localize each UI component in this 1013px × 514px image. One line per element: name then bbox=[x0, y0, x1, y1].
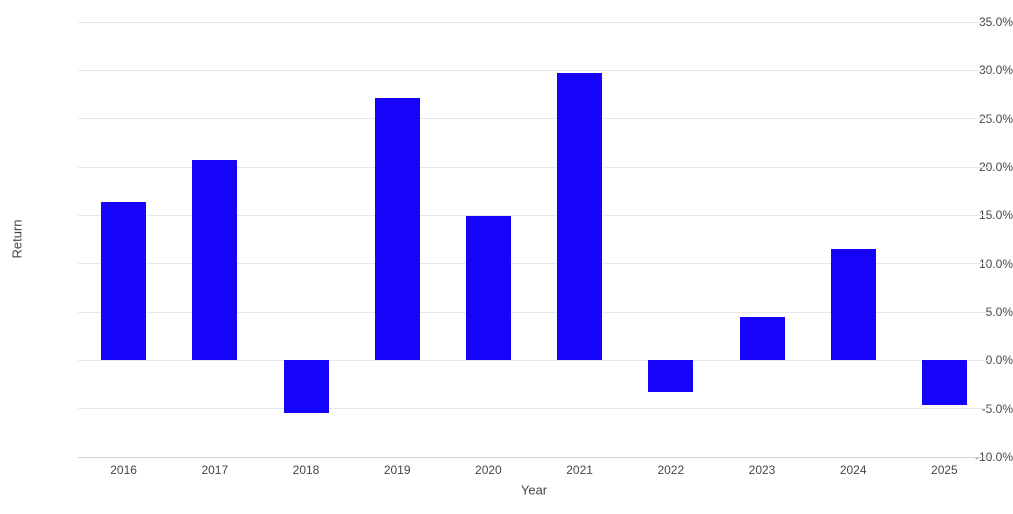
x-tick-label: 2023 bbox=[748, 463, 776, 477]
y-tick-label: -5.0% bbox=[981, 401, 1013, 416]
bar-2018 bbox=[283, 360, 329, 414]
x-tick-label: 2020 bbox=[475, 463, 502, 477]
x-tick-label: 2022 bbox=[657, 463, 685, 477]
gridline bbox=[78, 408, 990, 410]
y-tick-label: 35.0% bbox=[978, 15, 1013, 29]
gridline bbox=[78, 311, 990, 313]
bar-2017 bbox=[192, 160, 238, 361]
x-tick-label: 2021 bbox=[566, 463, 593, 477]
gridline bbox=[78, 21, 990, 23]
y-tick-label: 0.0% bbox=[985, 353, 1013, 368]
bar-2019 bbox=[374, 98, 420, 361]
x-axis-title: Year bbox=[520, 482, 548, 498]
x-axis-baseline bbox=[78, 456, 990, 458]
y-axis-title: Return bbox=[9, 219, 25, 259]
gridline bbox=[78, 263, 990, 265]
y-tick-label: 20.0% bbox=[978, 160, 1013, 174]
y-tick-label: 25.0% bbox=[978, 111, 1013, 126]
y-tick-label: 30.0% bbox=[978, 63, 1013, 78]
y-tick-label: 10.0% bbox=[978, 256, 1013, 271]
x-tick-label: 2018 bbox=[292, 463, 320, 477]
x-tick-label: 2016 bbox=[110, 463, 137, 477]
gridline bbox=[78, 118, 990, 120]
y-tick-label: 5.0% bbox=[985, 305, 1013, 319]
gridline bbox=[78, 214, 990, 216]
bar-2020 bbox=[465, 216, 511, 361]
gridline bbox=[78, 166, 990, 168]
gridline bbox=[78, 69, 990, 71]
x-tick-label: 2025 bbox=[931, 463, 958, 477]
bar-2016 bbox=[101, 201, 147, 361]
gridline bbox=[78, 359, 990, 361]
x-tick-label: 2024 bbox=[839, 463, 867, 477]
x-tick-label: 2017 bbox=[201, 463, 229, 477]
x-tick-label: 2019 bbox=[383, 463, 411, 477]
plot-area bbox=[78, 21, 990, 458]
y-tick-label: -10.0% bbox=[974, 450, 1013, 464]
bar-2023 bbox=[739, 316, 785, 361]
bar-2021 bbox=[557, 73, 603, 361]
y-tick-label: 15.0% bbox=[978, 208, 1013, 223]
bar-2025 bbox=[921, 360, 967, 405]
bar-2022 bbox=[648, 360, 694, 393]
bar-2024 bbox=[830, 249, 876, 361]
